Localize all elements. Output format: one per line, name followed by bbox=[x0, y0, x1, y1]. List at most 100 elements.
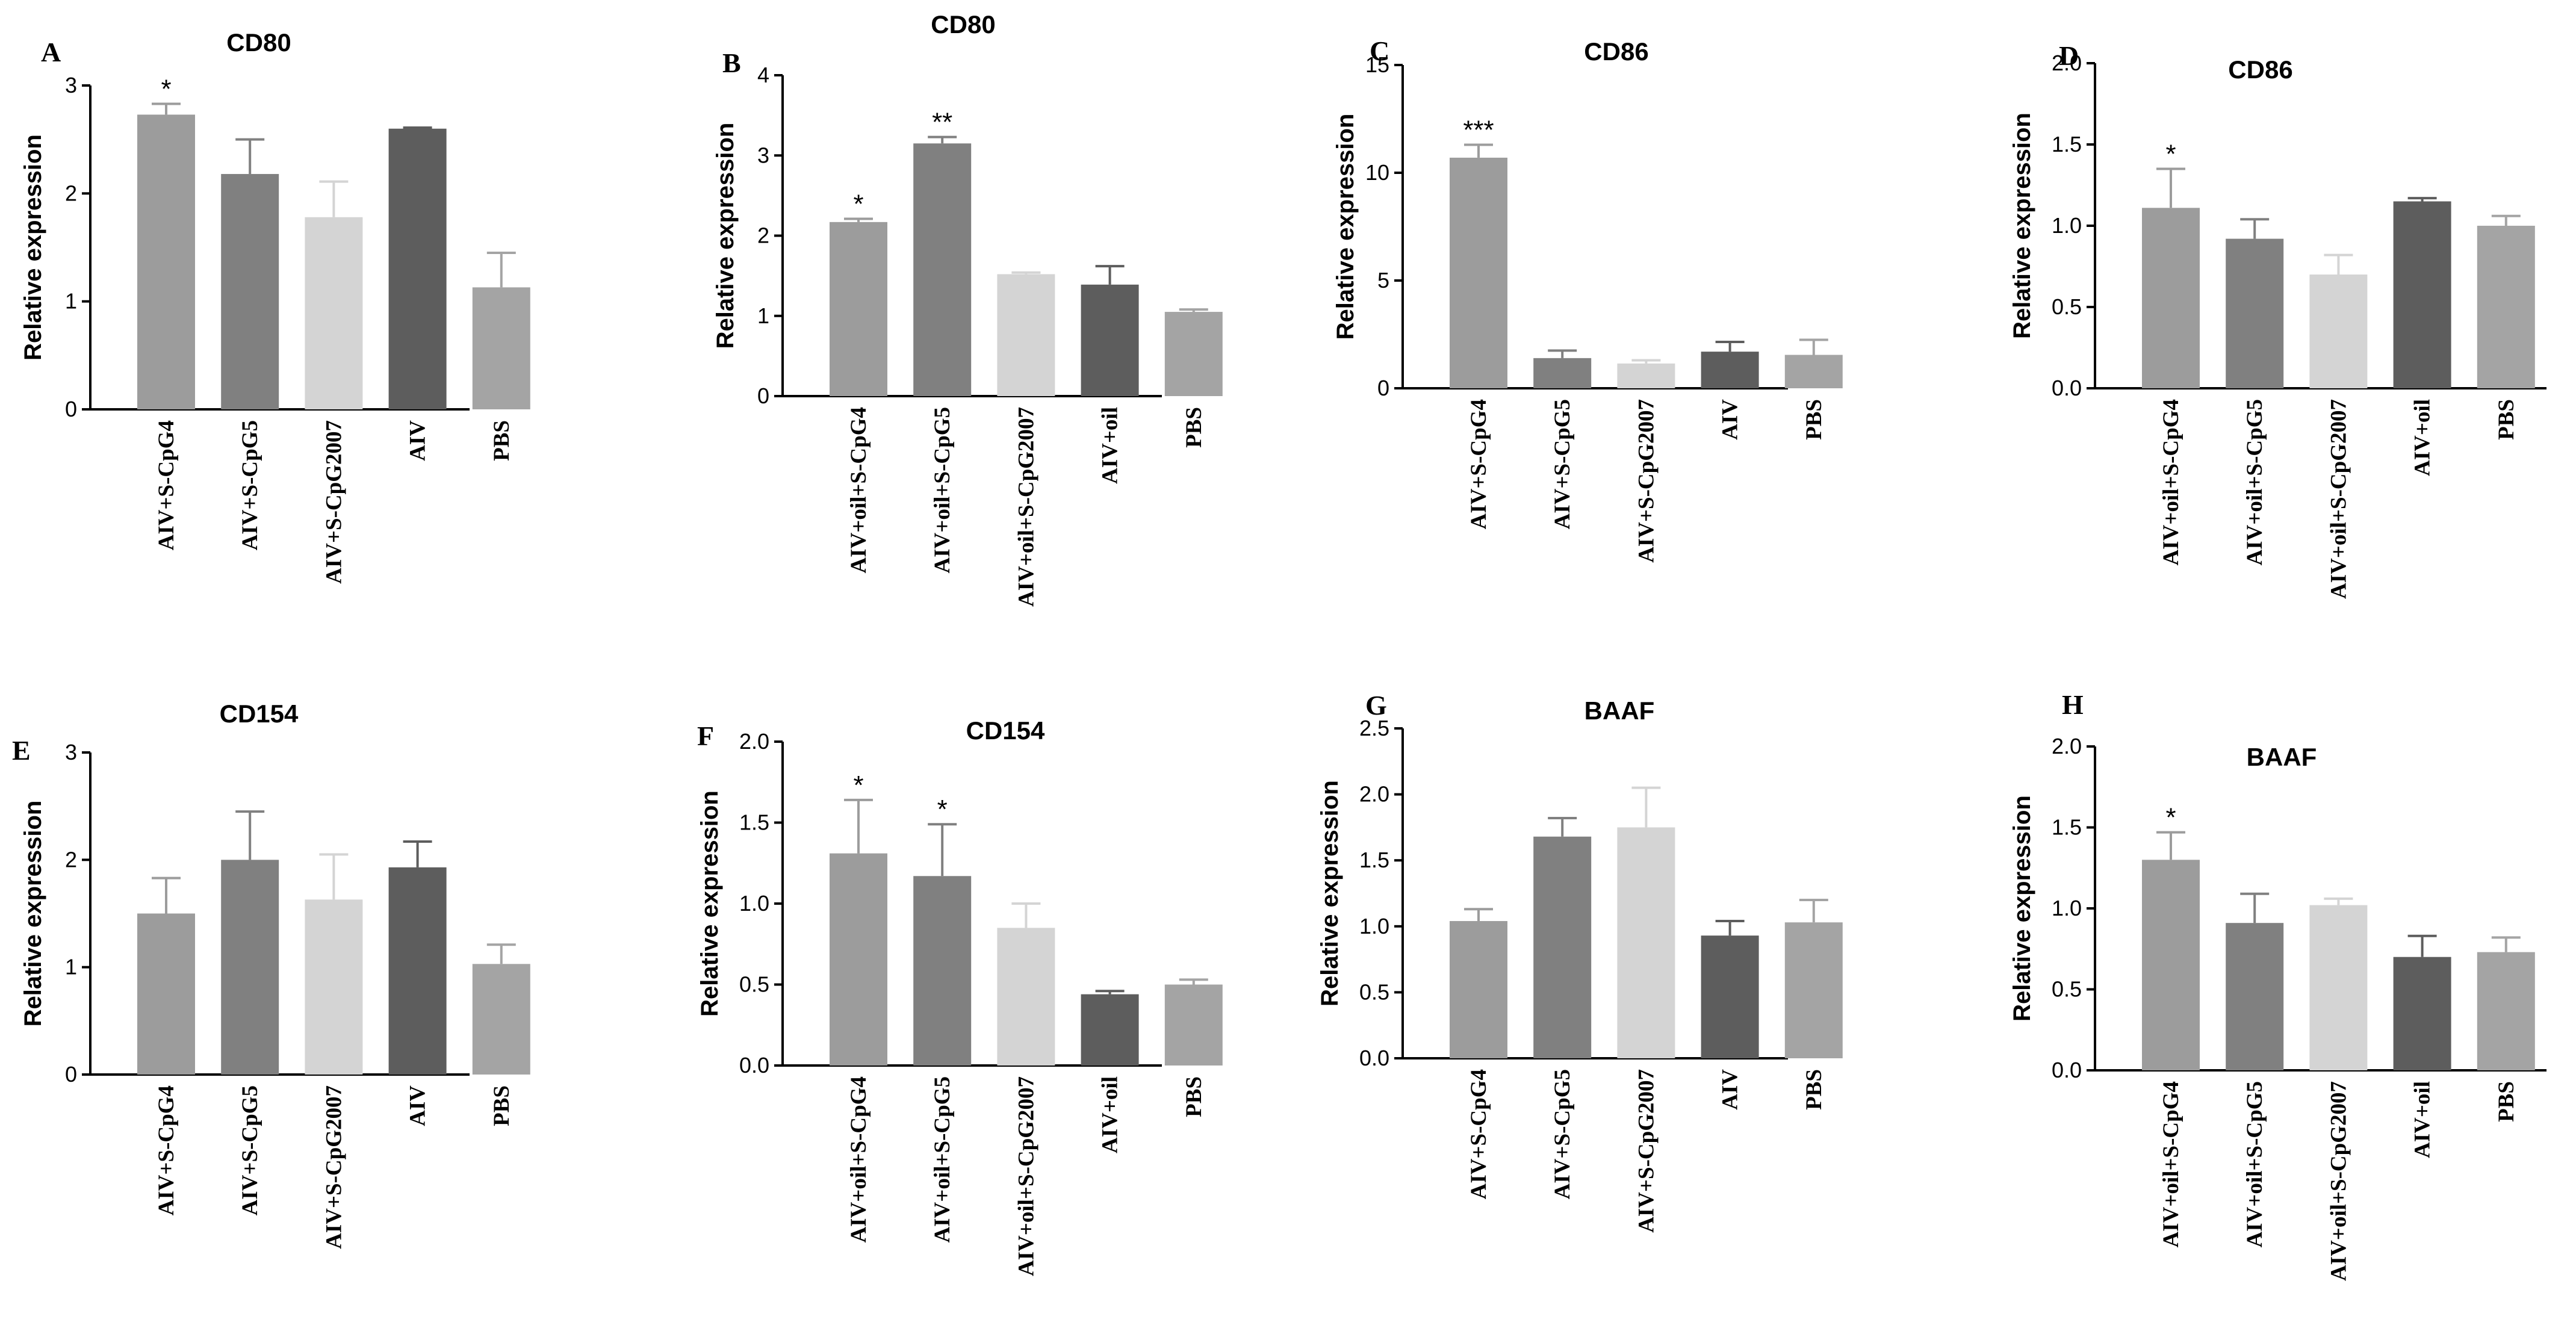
y-tick-label: 1.0 bbox=[2052, 213, 2082, 238]
category-label: AIV+S-CpG5 bbox=[1550, 1069, 1575, 1199]
y-axis-label: Relative expression bbox=[712, 123, 739, 349]
category-label: PBS bbox=[2494, 399, 2519, 440]
bar-1 bbox=[1450, 921, 1507, 1058]
y-tick-label: 1.0 bbox=[1359, 914, 1389, 938]
category-label: AIV+oil bbox=[1098, 407, 1123, 484]
bar-3 bbox=[997, 928, 1055, 1066]
bar-5 bbox=[2477, 226, 2535, 388]
significance-marker: * bbox=[853, 771, 863, 800]
bar-3 bbox=[305, 217, 363, 409]
y-tick-label: 0.0 bbox=[2052, 1058, 2082, 1082]
bar-2 bbox=[913, 876, 972, 1066]
category-label: AIV bbox=[406, 1085, 430, 1126]
y-tick-label: 1 bbox=[757, 303, 769, 328]
bar-2 bbox=[2226, 923, 2284, 1070]
bar-5 bbox=[1164, 984, 1223, 1066]
category-label: AIV+oil+S-CpG2007 bbox=[2326, 399, 2351, 599]
category-label: AIV+oil bbox=[2410, 1081, 2435, 1158]
y-tick-label: 0.5 bbox=[739, 972, 769, 997]
y-axis-label: Relative expression bbox=[20, 801, 46, 1027]
category-label: AIV+S-CpG2007 bbox=[321, 420, 346, 584]
y-tick-label: 10 bbox=[1365, 160, 1389, 185]
y-axis-label: Relative expression bbox=[2009, 795, 2035, 1022]
bar-4 bbox=[1081, 994, 1139, 1066]
bar-4 bbox=[388, 128, 447, 409]
y-tick-label: 2 bbox=[65, 181, 77, 205]
y-tick-label: 0 bbox=[65, 397, 77, 421]
bar-5 bbox=[1164, 312, 1223, 396]
chart-title: CD80 bbox=[226, 28, 291, 57]
category-label: AIV+oil+S-CpG4 bbox=[846, 1076, 871, 1243]
bar-3 bbox=[2309, 905, 2368, 1070]
category-label: AIV+oil+S-CpG5 bbox=[930, 407, 955, 574]
bar-5 bbox=[1784, 355, 1843, 388]
bar-2 bbox=[1533, 836, 1592, 1058]
y-tick-label: 15 bbox=[1365, 52, 1389, 77]
y-tick-label: 3 bbox=[757, 143, 769, 167]
category-label: AIV bbox=[1718, 1069, 1743, 1110]
panel-letter: B bbox=[722, 48, 741, 78]
significance-marker: * bbox=[2165, 803, 2176, 833]
y-axis-label: Relative expression bbox=[20, 134, 46, 361]
bar-2 bbox=[1533, 358, 1592, 388]
category-label: AIV+S-CpG5 bbox=[1550, 399, 1575, 529]
category-label: AIV+oil bbox=[2410, 399, 2435, 476]
category-label: AIV+oil+S-CpG4 bbox=[2159, 1081, 2183, 1248]
y-tick-label: 0 bbox=[1377, 376, 1389, 400]
significance-marker: ** bbox=[932, 108, 952, 137]
panel-letter: D bbox=[2059, 40, 2079, 71]
bar-5 bbox=[472, 287, 530, 409]
y-tick-label: 0.5 bbox=[2052, 294, 2082, 319]
chart-title: BAAF bbox=[1584, 696, 1655, 725]
significance-marker: * bbox=[161, 74, 171, 104]
y-tick-label: 0.0 bbox=[739, 1053, 769, 1078]
category-label: AIV+S-CpG5 bbox=[238, 420, 262, 550]
category-label: AIV+S-CpG2007 bbox=[1634, 399, 1659, 563]
y-tick-label: 1.5 bbox=[2052, 132, 2082, 157]
category-label: AIV+oil+S-CpG5 bbox=[2242, 1081, 2267, 1248]
y-tick-label: 1.0 bbox=[2052, 896, 2082, 920]
y-tick-label: 2.5 bbox=[1359, 716, 1389, 740]
chart-title: BAAF bbox=[2247, 743, 2317, 771]
bar-4 bbox=[2393, 957, 2451, 1070]
category-label: AIV bbox=[406, 420, 430, 461]
y-tick-label: 1.0 bbox=[739, 891, 769, 916]
chart-title: CD86 bbox=[1584, 37, 1648, 66]
significance-marker: * bbox=[853, 190, 863, 219]
chart-title: CD154 bbox=[220, 700, 299, 728]
category-label: PBS bbox=[2494, 1081, 2519, 1122]
bar-4 bbox=[1081, 284, 1139, 396]
bar-3 bbox=[1617, 827, 1675, 1058]
panel-letter: A bbox=[41, 37, 61, 67]
bar-1 bbox=[830, 222, 887, 396]
category-label: AIV+S-CpG4 bbox=[154, 420, 179, 550]
y-tick-label: 1 bbox=[65, 955, 77, 979]
category-label: AIV+oil+S-CpG2007 bbox=[2326, 1081, 2351, 1281]
bar-5 bbox=[1784, 922, 1843, 1058]
bar-1 bbox=[137, 913, 195, 1075]
y-tick-label: 2.0 bbox=[2052, 51, 2082, 75]
bar-3 bbox=[2309, 275, 2368, 388]
category-label: AIV+oil+S-CpG4 bbox=[846, 407, 871, 574]
bar-1 bbox=[1450, 157, 1507, 388]
category-label: AIV+oil+S-CpG5 bbox=[2242, 399, 2267, 566]
category-label: PBS bbox=[1182, 407, 1206, 448]
panel-letter: E bbox=[12, 735, 31, 766]
y-tick-label: 0 bbox=[65, 1062, 77, 1087]
bar-3 bbox=[997, 274, 1055, 396]
bar-4 bbox=[2393, 201, 2451, 388]
y-tick-label: 3 bbox=[65, 73, 77, 98]
chart-title: CD86 bbox=[2228, 55, 2292, 84]
bar-4 bbox=[388, 867, 447, 1075]
y-tick-label: 2.0 bbox=[2052, 734, 2082, 758]
bar-3 bbox=[1617, 363, 1675, 388]
category-label: AIV+S-CpG4 bbox=[1466, 399, 1491, 529]
y-tick-label: 2.0 bbox=[739, 729, 769, 754]
panel-letter: C bbox=[1370, 36, 1389, 66]
y-tick-label: 5 bbox=[1377, 268, 1389, 293]
category-label: PBS bbox=[1802, 399, 1826, 440]
y-axis-label: Relative expression bbox=[697, 790, 723, 1017]
y-tick-label: 2 bbox=[65, 847, 77, 872]
category-label: AIV+oil+S-CpG2007 bbox=[1014, 407, 1038, 607]
